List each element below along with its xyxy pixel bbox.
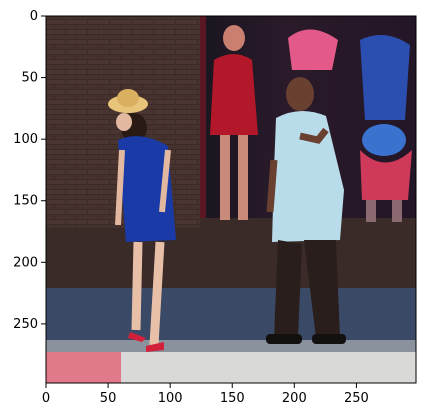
mannequin-red-dress: [210, 54, 258, 135]
mannequin-blue-swimsuit: [360, 35, 410, 120]
y-tick-label: 0: [30, 9, 38, 24]
red-heels: [128, 332, 146, 342]
x-tick-label: 200: [282, 391, 307, 406]
y-tick-label: 100: [13, 132, 38, 147]
red-curb: [46, 352, 121, 383]
mannequin-red-bikini: [360, 150, 412, 200]
x-tick-label: 150: [220, 391, 245, 406]
y-tick-label: 250: [13, 317, 38, 332]
y-tick-label: 50: [21, 71, 38, 86]
woman-in-blue-dress: [108, 89, 176, 352]
mannequin-head: [223, 25, 245, 51]
man-head: [286, 77, 314, 111]
axes-frame: [45, 15, 417, 384]
x-tick-label: 50: [100, 391, 117, 406]
sidewalk-shadow: [46, 288, 416, 348]
y-axis: 0 50 100 150 200 250: [13, 9, 46, 332]
x-tick-label: 100: [158, 391, 183, 406]
y-tick-label: 150: [13, 194, 38, 209]
x-tick-label: 0: [42, 391, 50, 406]
y-tick-label: 200: [13, 255, 38, 270]
plaid-shirt: [272, 110, 344, 242]
man-in-plaid-shirt: [266, 77, 346, 344]
x-axis: 0 50 100 150 200 250: [42, 383, 369, 406]
blue-dress: [118, 136, 176, 242]
x-tick-label: 250: [344, 391, 369, 406]
photo: [46, 16, 416, 383]
mannequin-pink-top: [288, 29, 338, 70]
dark-pants: [274, 240, 302, 338]
